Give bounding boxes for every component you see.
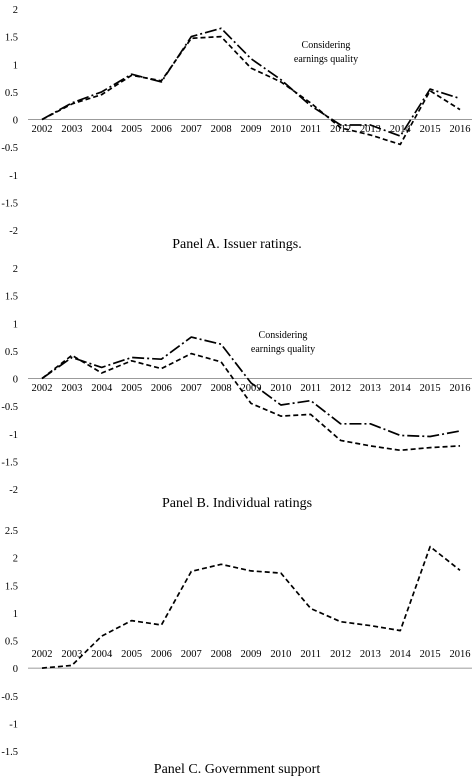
x-tick-label: 2005 [121,383,142,394]
y-tick-label: 2 [13,5,18,16]
x-tick-label: 2014 [390,383,412,394]
x-tick-label: 2002 [32,124,53,135]
y-tick-label: -0.5 [1,692,18,703]
y-tick-label: -1 [9,430,18,441]
x-tick-label: 2008 [211,124,232,135]
x-tick-label: 2007 [181,383,202,394]
x-tick-label: 2014 [390,649,412,660]
annotation-text: earnings quality [251,344,315,355]
y-tick-label: 1.5 [5,581,18,592]
x-tick-label: 2014 [390,124,412,135]
x-tick-label: 2006 [151,383,172,394]
y-tick-label: 0 [13,664,18,675]
y-tick-label: 0.5 [5,88,18,99]
x-tick-label: 2010 [270,383,291,394]
x-tick-label: 2008 [211,649,232,660]
y-tick-label: 1 [13,60,18,71]
series-line-1 [41,35,461,146]
x-tick-label: 2002 [32,383,53,394]
x-tick-label: 2013 [360,383,381,394]
series-line-1 [41,545,461,669]
x-tick-label: 2005 [121,124,142,135]
annotation-text: earnings quality [294,54,358,65]
x-tick-label: 2004 [91,649,113,660]
y-tick-label: 0 [13,116,18,127]
x-tick-label: 2009 [241,383,262,394]
x-tick-label: 2003 [61,649,82,660]
x-tick-label: 2006 [151,124,172,135]
x-tick-label: 2010 [270,649,291,660]
x-tick-label: 2009 [241,649,262,660]
y-tick-label: 1.5 [5,292,18,303]
series-line-2 [41,27,461,137]
y-tick-label: -1.5 [1,198,18,209]
x-tick-label: 2002 [32,649,53,660]
y-tick-label: -1 [9,171,18,182]
y-tick-label: 1 [13,609,18,620]
series-line-2 [41,336,461,438]
series-line-1 [41,352,461,452]
x-tick-label: 2012 [330,649,351,660]
annotation-text: Considering [259,330,308,341]
x-tick-label: 2010 [270,124,291,135]
x-tick-label: 2011 [300,649,321,660]
x-tick-label: 2015 [420,383,441,394]
y-tick-label: 1.5 [5,33,18,44]
y-tick-label: -2 [9,485,18,496]
x-tick-label: 2016 [450,124,471,135]
x-tick-label: 2004 [91,124,113,135]
y-tick-label: -1.5 [1,747,18,758]
y-tick-label: 0.5 [5,347,18,358]
x-tick-label: 2016 [450,649,471,660]
x-tick-label: 2006 [151,649,172,660]
x-tick-label: 2003 [61,124,82,135]
x-tick-label: 2007 [181,649,202,660]
y-tick-label: -0.5 [1,143,18,154]
y-tick-label: 0 [13,375,18,386]
x-tick-label: 2013 [360,649,381,660]
y-tick-label: -2 [9,226,18,237]
x-tick-label: 2007 [181,124,202,135]
y-tick-label: 2 [13,264,18,275]
y-tick-label: 1 [13,319,18,330]
x-tick-label: 2008 [211,383,232,394]
y-tick-label: 2 [13,554,18,565]
x-tick-label: 2004 [91,383,113,394]
x-tick-label: 2012 [330,383,351,394]
x-tick-label: 2011 [300,383,321,394]
panel-caption: Panel B. Individual ratings [162,496,312,511]
x-tick-label: 2015 [420,124,441,135]
x-tick-label: 2016 [450,383,471,394]
y-tick-label: -0.5 [1,402,18,413]
annotation-text: Considering [302,40,351,51]
x-tick-label: 2003 [61,383,82,394]
y-tick-label: 0.5 [5,637,18,648]
x-tick-label: 2011 [300,124,321,135]
x-tick-label: 2013 [360,124,381,135]
y-tick-label: -1.5 [1,457,18,468]
panel-caption: Panel A. Issuer ratings. [172,237,301,252]
y-tick-label: -1 [9,719,18,730]
x-tick-label: 2012 [330,124,351,135]
x-tick-label: 2005 [121,649,142,660]
x-tick-label: 2009 [241,124,262,135]
y-tick-label: 2.5 [5,526,18,537]
x-tick-label: 2015 [420,649,441,660]
panel-caption: Panel C. Government support [154,762,321,777]
